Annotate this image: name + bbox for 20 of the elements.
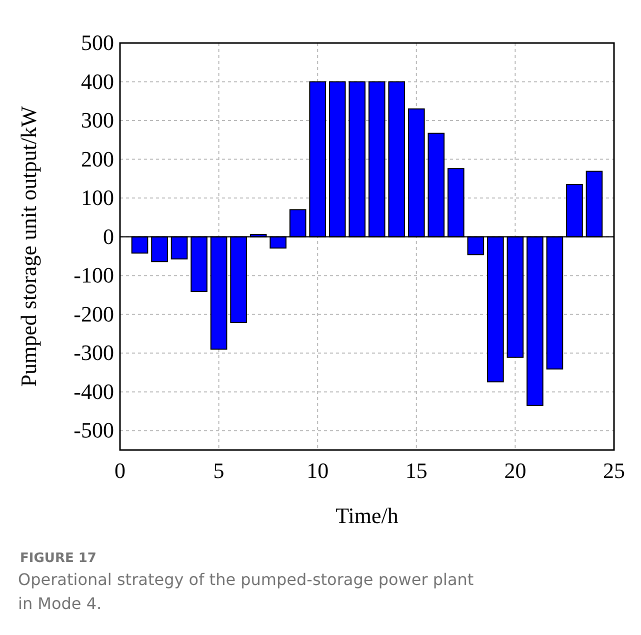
y-tick-label: 400 — [81, 68, 114, 94]
caption: FIGURE 17 — [20, 551, 96, 566]
y-tick-label: -100 — [74, 262, 114, 288]
x-tick-label: 10 — [306, 458, 329, 483]
y-axis-title: Pumped storage unit output/kW — [16, 106, 41, 387]
y-tick-label: 100 — [81, 185, 114, 210]
x-tick-label: 15 — [405, 458, 428, 483]
x-tick-label: 5 — [213, 458, 224, 483]
x-axis-title: Time/h — [336, 503, 398, 528]
y-tick-label: -500 — [74, 418, 114, 443]
x-tick-label: 20 — [504, 458, 526, 483]
y-tick-label: -400 — [74, 378, 114, 404]
y-tick-label: -200 — [74, 301, 114, 326]
y-tick-label: 200 — [81, 146, 114, 172]
y-tick-label: 0 — [103, 224, 114, 249]
y-tick-label: 500 — [81, 30, 114, 55]
text: Operational strategy of the pumped-storage power plant in Mode 4. — [18, 569, 475, 615]
x-tick-label: 25 — [603, 458, 625, 483]
y-tick-label: 300 — [81, 108, 114, 133]
y-tick-label: -300 — [74, 340, 114, 366]
